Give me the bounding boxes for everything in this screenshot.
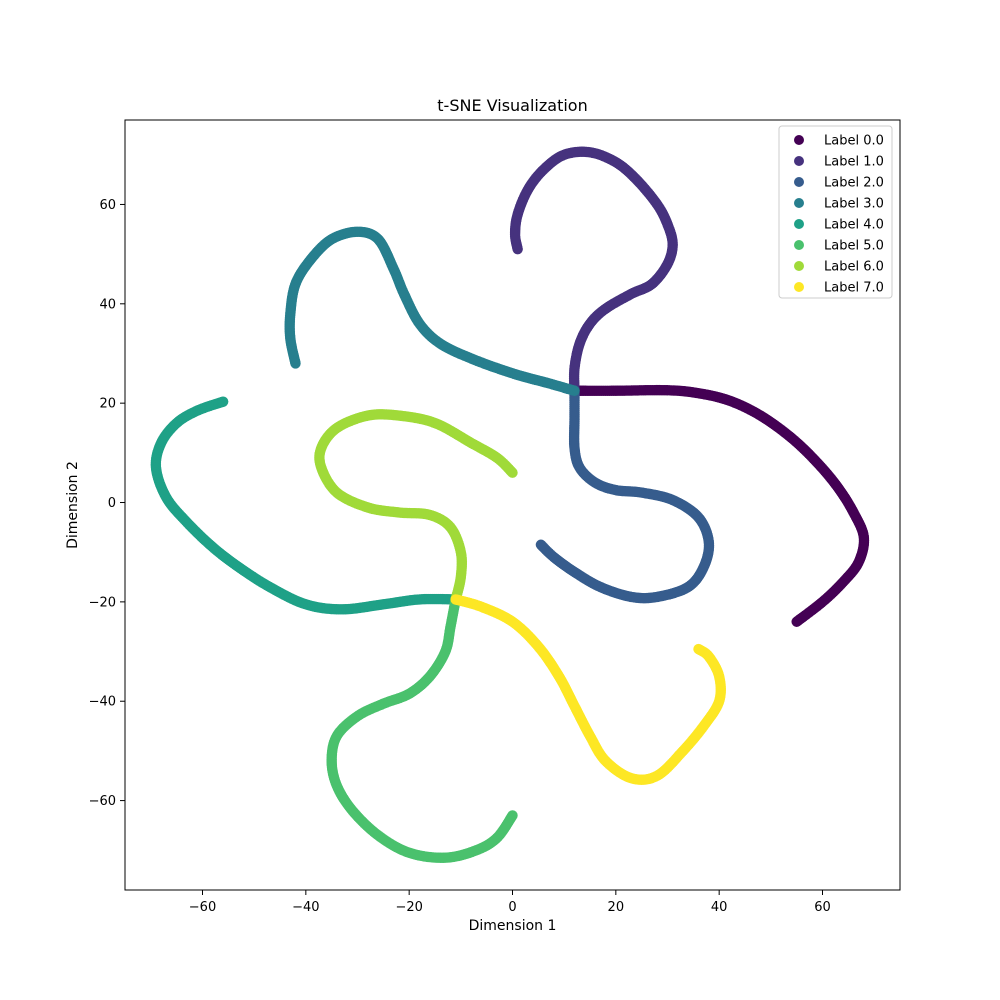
series-label-2-0: [535, 385, 715, 604]
legend-item: Label 7.0: [794, 281, 884, 296]
x-axis-label: Dimension 1: [469, 918, 557, 934]
legend-box: [778, 125, 893, 299]
y-tick-label: −40: [89, 695, 116, 710]
data-point: [535, 539, 547, 550]
data-point: [290, 358, 301, 369]
legend-label: Label 7.0: [824, 281, 884, 296]
legend-marker: [794, 135, 804, 145]
data-point: [507, 467, 518, 478]
legend-label: Label 2.0: [824, 176, 884, 191]
legend-label: Label 5.0: [824, 239, 884, 254]
y-tick-label: 0: [108, 496, 116, 511]
legend-label: Label 0.0: [824, 134, 884, 149]
legend-marker: [794, 261, 804, 271]
x-tick-label: −40: [292, 900, 319, 915]
y-tick-label: 20: [99, 397, 116, 412]
legend-item: Label 2.0: [794, 176, 884, 191]
legend: Label 0.0 Label 1.0 Label 2.0 Label 3.0 Labe…: [778, 125, 893, 299]
series-label-7-0: [450, 594, 726, 785]
x-tick-label: 0: [508, 900, 516, 915]
legend-entries: Label 0.0 Label 1.0 Label 2.0 Label 3.0 Labe…: [794, 134, 884, 296]
legend-label: Label 4.0: [824, 218, 884, 233]
legend-item: Label 6.0: [794, 260, 884, 275]
series-label-6-0: [314, 409, 518, 605]
y-tick-label: 60: [99, 198, 116, 213]
data-point: [507, 810, 518, 821]
legend-marker: [794, 240, 804, 250]
data-point: [217, 396, 229, 407]
legend-item: Label 5.0: [794, 239, 884, 254]
points-layer: [150, 146, 870, 863]
legend-item: Label 1.0: [794, 155, 884, 170]
legend-marker: [794, 198, 804, 208]
series-label-5-0: [326, 594, 518, 863]
legend-marker: [794, 219, 804, 229]
legend-item: Label 0.0: [794, 134, 884, 149]
series-label-4-0: [150, 396, 461, 615]
series-label-0-0: [569, 384, 870, 627]
y-axis-label: Dimension 2: [65, 461, 81, 549]
legend-marker: [794, 282, 804, 292]
x-tick-label: 40: [711, 900, 728, 915]
legend-item: Label 4.0: [794, 218, 884, 233]
x-tick-label: −20: [395, 900, 422, 915]
data-point: [791, 616, 802, 627]
legend-label: Label 6.0: [824, 260, 884, 275]
legend-item: Label 3.0: [794, 197, 884, 212]
legend-marker: [794, 177, 804, 187]
chart-title: t-SNE Visualization: [437, 96, 587, 115]
legend-marker: [794, 156, 804, 166]
y-tick-label: −20: [89, 595, 116, 610]
x-tick-label: 60: [814, 900, 831, 915]
y-axis: −60 −40 −20 0 20 40 60: [89, 198, 125, 809]
legend-label: Label 3.0: [824, 197, 884, 212]
series-label-3-0: [284, 226, 580, 396]
x-tick-label: −60: [189, 900, 216, 915]
data-point: [512, 243, 523, 255]
y-tick-label: 40: [99, 297, 116, 312]
legend-label: Label 1.0: [824, 155, 884, 170]
x-tick-label: 20: [608, 900, 625, 915]
x-axis: −60 −40 −20 0 20 40 60: [189, 890, 831, 915]
y-tick-label: −60: [89, 794, 116, 809]
data-point: [693, 643, 704, 655]
